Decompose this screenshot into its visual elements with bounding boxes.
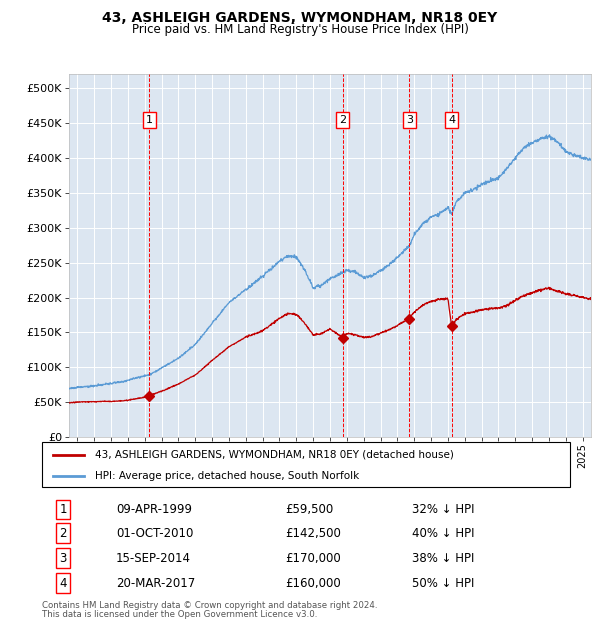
Text: 43, ASHLEIGH GARDENS, WYMONDHAM, NR18 0EY: 43, ASHLEIGH GARDENS, WYMONDHAM, NR18 0E… — [103, 11, 497, 25]
Text: Price paid vs. HM Land Registry's House Price Index (HPI): Price paid vs. HM Land Registry's House … — [131, 23, 469, 36]
Text: £59,500: £59,500 — [285, 503, 333, 516]
Text: 4: 4 — [448, 115, 455, 125]
Text: Contains HM Land Registry data © Crown copyright and database right 2024.: Contains HM Land Registry data © Crown c… — [42, 601, 377, 611]
Text: 15-SEP-2014: 15-SEP-2014 — [116, 552, 191, 565]
Text: This data is licensed under the Open Government Licence v3.0.: This data is licensed under the Open Gov… — [42, 610, 317, 619]
Text: 2: 2 — [339, 115, 346, 125]
Text: £160,000: £160,000 — [285, 577, 341, 590]
Text: £170,000: £170,000 — [285, 552, 341, 565]
Text: 3: 3 — [406, 115, 413, 125]
Text: 50% ↓ HPI: 50% ↓ HPI — [412, 577, 474, 590]
Text: 40% ↓ HPI: 40% ↓ HPI — [412, 527, 474, 539]
Text: 38% ↓ HPI: 38% ↓ HPI — [412, 552, 474, 565]
Text: 4: 4 — [59, 577, 67, 590]
Text: HPI: Average price, detached house, South Norfolk: HPI: Average price, detached house, Sout… — [95, 471, 359, 480]
Text: 1: 1 — [146, 115, 153, 125]
Text: 3: 3 — [59, 552, 67, 565]
Text: 09-APR-1999: 09-APR-1999 — [116, 503, 192, 516]
Text: 32% ↓ HPI: 32% ↓ HPI — [412, 503, 474, 516]
Text: 43, ASHLEIGH GARDENS, WYMONDHAM, NR18 0EY (detached house): 43, ASHLEIGH GARDENS, WYMONDHAM, NR18 0E… — [95, 450, 454, 459]
FancyBboxPatch shape — [42, 442, 570, 487]
Text: 01-OCT-2010: 01-OCT-2010 — [116, 527, 193, 539]
Text: 1: 1 — [59, 503, 67, 516]
Text: 2: 2 — [59, 527, 67, 539]
Text: £142,500: £142,500 — [285, 527, 341, 539]
Text: 20-MAR-2017: 20-MAR-2017 — [116, 577, 195, 590]
